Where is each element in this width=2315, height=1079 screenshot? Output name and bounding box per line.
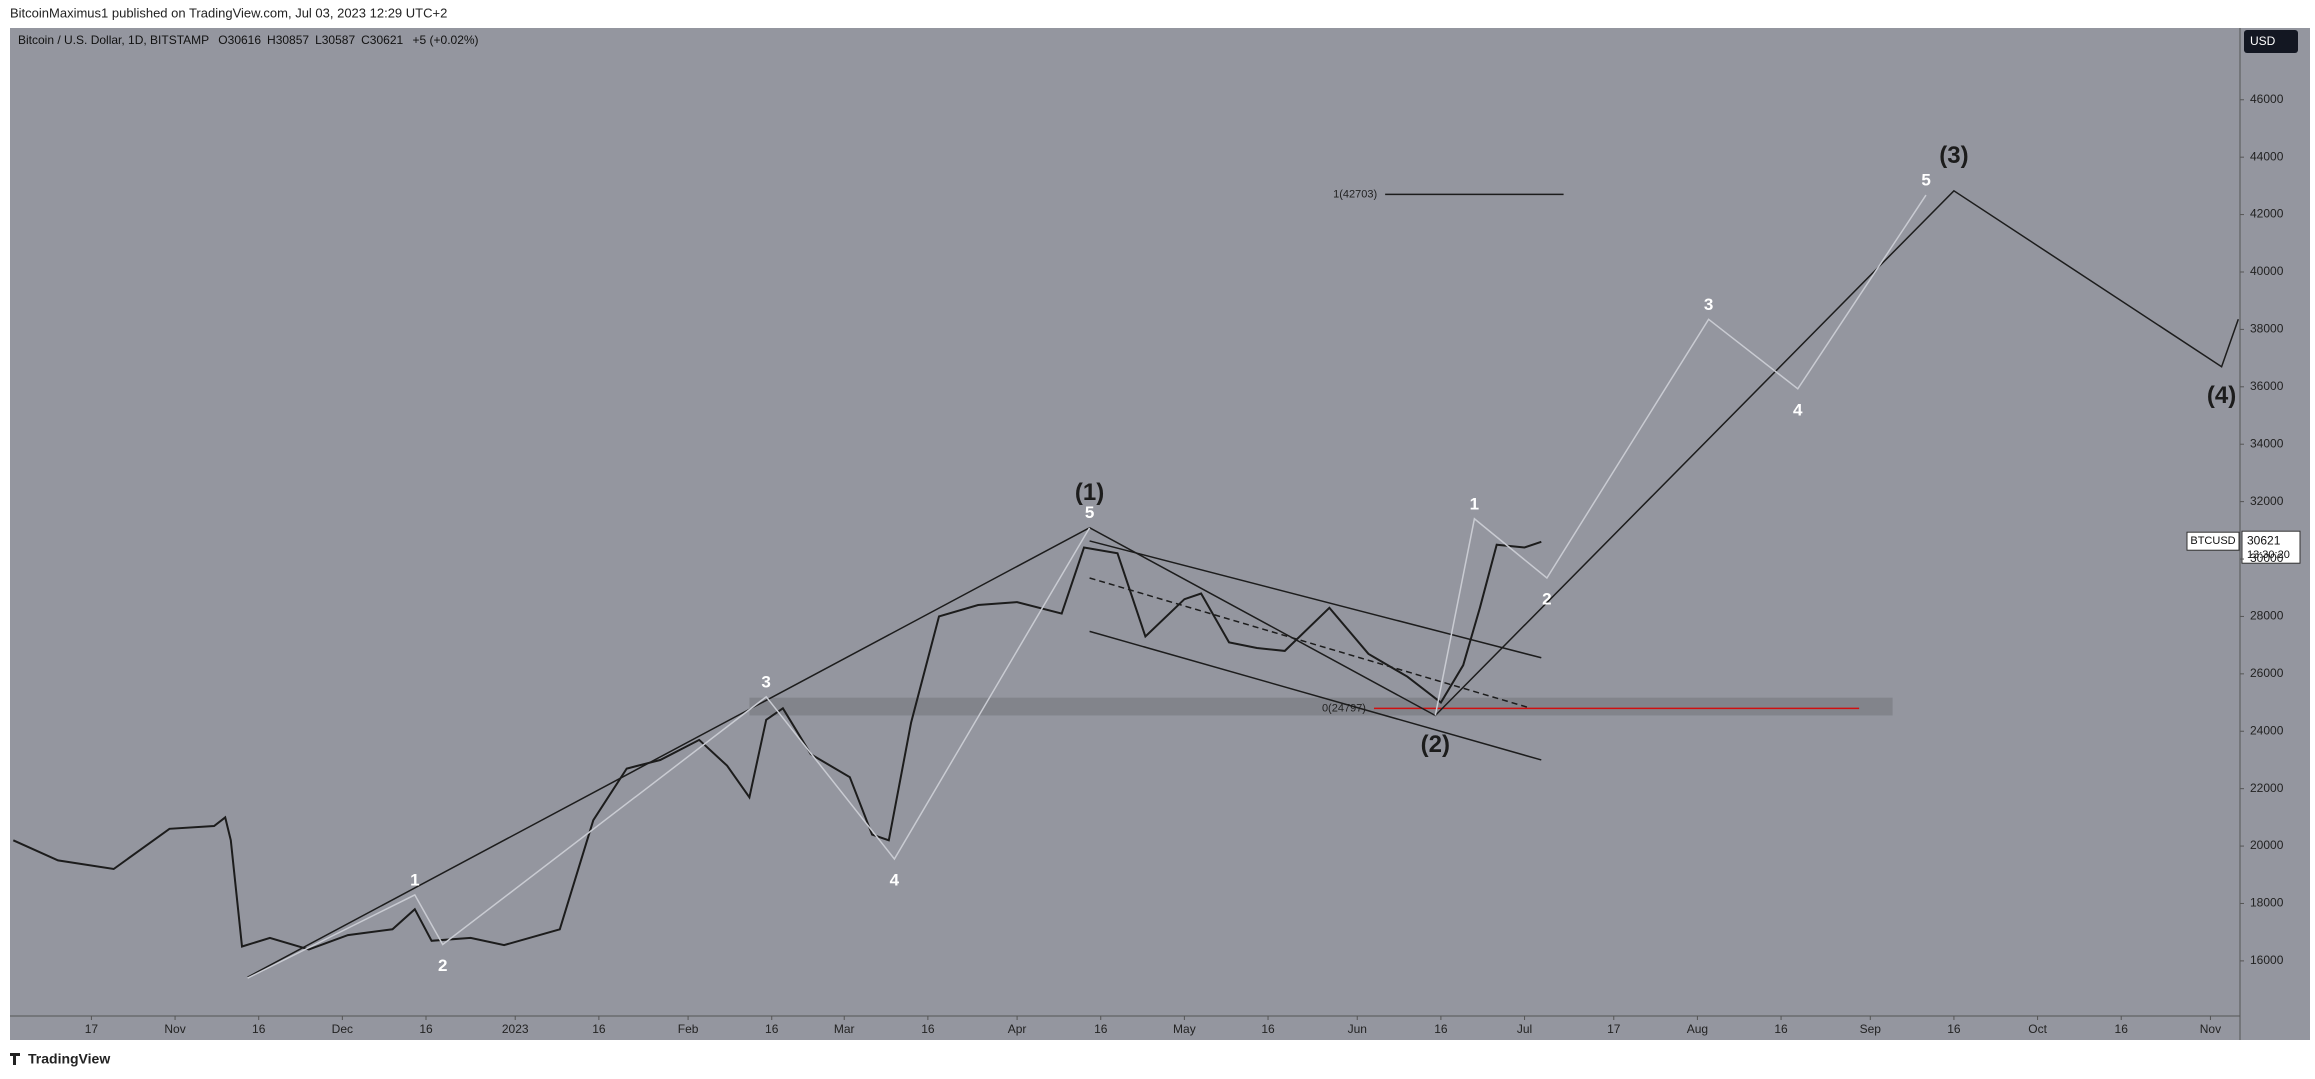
- change: +5 (+0.02%): [413, 33, 479, 47]
- x-tick-label: 16: [1947, 1022, 1961, 1036]
- y-tick-label: 16000: [2250, 953, 2284, 967]
- y-tick-label: 18000: [2250, 896, 2284, 910]
- y-tick-label: 28000: [2250, 609, 2284, 623]
- y-tick-label: 46000: [2250, 92, 2284, 106]
- channel-line: [1089, 540, 1542, 659]
- wave-line: [247, 527, 1091, 979]
- x-tick-label: Oct: [2028, 1022, 2047, 1036]
- symbol: Bitcoin / U.S. Dollar, 1D, BITSTAMP: [18, 33, 209, 47]
- x-tick-label: 2023: [502, 1022, 529, 1036]
- wave-line: [247, 189, 2240, 978]
- wave-label: 1: [410, 870, 419, 889]
- y-tick-label: 30000: [2250, 551, 2284, 565]
- ohlc-key: L: [315, 33, 322, 47]
- tag-price: 30621: [2247, 533, 2281, 547]
- x-tick-label: Jun: [1348, 1022, 1367, 1036]
- wave-label: (3): [1939, 142, 1968, 169]
- x-tick-label: Nov: [164, 1022, 185, 1036]
- wave-label: 4: [1793, 400, 1803, 419]
- ohlc-key: O: [218, 33, 227, 47]
- x-tick-label: Sep: [1860, 1022, 1882, 1036]
- header: BitcoinMaximus1 published on TradingView…: [10, 5, 447, 20]
- y-tick-label: 42000: [2250, 207, 2284, 221]
- ohlc-value: 30587: [322, 33, 356, 47]
- x-tick-label: 16: [765, 1022, 779, 1036]
- x-tick-label: 16: [1094, 1022, 1108, 1036]
- footer-logo: TradingView: [28, 1051, 110, 1067]
- ohlc: O30616 H30857 L30587 C30621: [218, 33, 403, 47]
- wave-label: 4: [890, 870, 900, 889]
- x-tick-label: Mar: [834, 1022, 855, 1036]
- time-axis-bg: [10, 1016, 2240, 1040]
- x-tick-label: 16: [592, 1022, 606, 1036]
- y-tick-label: 38000: [2250, 322, 2284, 336]
- y-tick-label: 40000: [2250, 264, 2284, 278]
- x-tick-label: Apr: [1008, 1022, 1027, 1036]
- tag-countdown: 13:30:20: [2247, 549, 2290, 561]
- wave-label: 5: [1085, 503, 1094, 522]
- x-tick-label: 16: [1261, 1022, 1275, 1036]
- y-tick-label: 36000: [2250, 379, 2284, 393]
- x-tick-label: 17: [1607, 1022, 1621, 1036]
- wave-label: 5: [1921, 171, 1930, 190]
- x-tick-label: 16: [1774, 1022, 1788, 1036]
- wave-label: 1: [1470, 494, 1479, 513]
- y-tick-label: 20000: [2250, 838, 2284, 852]
- x-tick-label: 17: [85, 1022, 99, 1036]
- support-zone: [749, 697, 1893, 716]
- wave-line: [1434, 194, 1927, 716]
- wave-label: 3: [1704, 295, 1713, 314]
- tag-symbol-box: [2186, 531, 2240, 551]
- fib-label: 0(24797): [1322, 702, 1366, 714]
- y-tick-label: 24000: [2250, 723, 2284, 737]
- wave-label: (4): [2207, 382, 2236, 409]
- x-tick-label: 16: [252, 1022, 266, 1036]
- y-tick-label: 44000: [2250, 149, 2284, 163]
- x-tick-label: May: [1173, 1022, 1196, 1036]
- legend: Bitcoin / U.S. Dollar, 1D, BITSTAMP O306…: [18, 33, 479, 47]
- x-tick-label: 16: [921, 1022, 935, 1036]
- wave-label: (2): [1421, 731, 1450, 758]
- ohlc-value: 30857: [276, 33, 310, 47]
- plot-bg: [10, 28, 2240, 1016]
- wave-label: 2: [438, 956, 447, 975]
- y-tick-label: 22000: [2250, 781, 2284, 795]
- x-tick-label: Feb: [678, 1022, 699, 1036]
- tag-symbol: BTCUSD: [2190, 535, 2235, 547]
- ohlc-value: 30621: [370, 33, 404, 47]
- x-tick-label: Dec: [332, 1022, 353, 1036]
- y-tick-label: 26000: [2250, 666, 2284, 680]
- y-tick-label: 34000: [2250, 436, 2284, 450]
- plot: 1(42703) 0(24797) (1) (2) (3) (4) 1 2 3 4 5 1 2 3 4 5: [12, 142, 2240, 979]
- price-tag: BTCUSD 30621 13:30:20: [2186, 530, 2301, 564]
- currency: USD: [2250, 34, 2276, 48]
- x-tick-label: 16: [2115, 1022, 2129, 1036]
- tag-price-box: [2241, 530, 2301, 564]
- currency-box: [2244, 30, 2298, 53]
- x-tick-label: 16: [1434, 1022, 1448, 1036]
- x-tick-label: Jul: [1517, 1022, 1532, 1036]
- wave-label: 2: [1542, 589, 1551, 608]
- x-tick-label: Nov: [2200, 1022, 2221, 1036]
- channel-line: [1089, 630, 1542, 761]
- x-tick-label: 16: [419, 1022, 433, 1036]
- ohlc-key: H: [267, 33, 276, 47]
- wave-label: 3: [761, 672, 770, 691]
- ohlc-value: 30616: [228, 33, 262, 47]
- channel-line: [1089, 577, 1531, 709]
- logo-icon: [10, 1053, 20, 1065]
- wave-label: (1): [1075, 479, 1104, 506]
- fib-label: 1(42703): [1333, 188, 1377, 200]
- y-tick-label: 32000: [2250, 494, 2284, 508]
- x-tick-label: Aug: [1687, 1022, 1708, 1036]
- ohlc-key: C: [361, 33, 370, 47]
